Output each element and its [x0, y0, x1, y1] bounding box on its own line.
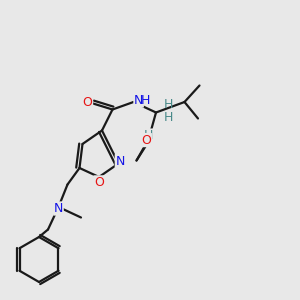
Text: H: H [163, 111, 173, 124]
Text: H: H [144, 129, 153, 142]
Text: H: H [163, 98, 173, 112]
Text: O: O [83, 95, 92, 109]
Text: N: N [54, 202, 63, 215]
Text: N: N [134, 94, 143, 107]
Text: O: O [94, 176, 104, 189]
Text: O: O [142, 134, 151, 147]
Text: H: H [141, 94, 150, 107]
Text: N: N [115, 154, 125, 168]
